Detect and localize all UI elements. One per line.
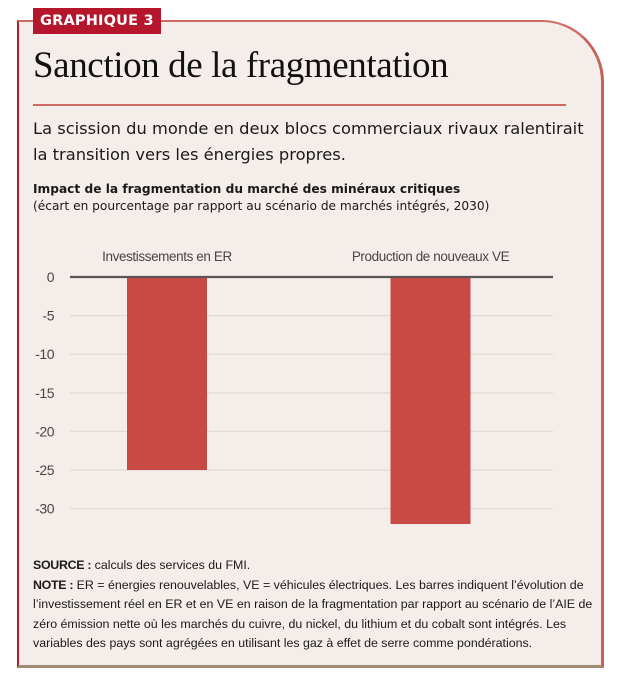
bar-2 — [390, 277, 471, 525]
category-label: Investissements en ER — [102, 249, 232, 264]
chart-number-badge: GRAPHIQUE 3 — [33, 8, 161, 34]
y-tick-label: -20 — [35, 423, 54, 439]
category-label: Production de nouveaux VE — [352, 249, 510, 264]
y-tick-label: -25 — [35, 462, 54, 478]
chart-notes: SOURCE : calculs des services du FMI. NO… — [33, 556, 599, 654]
y-tick-label: -15 — [35, 385, 54, 401]
y-tick-label: -30 — [35, 501, 54, 517]
note-label: NOTE : — [33, 577, 74, 592]
y-tick-label: -10 — [35, 346, 54, 362]
title-divider — [33, 104, 566, 106]
y-tick-label: -5 — [43, 308, 55, 324]
chart-subtitle: (écart en pourcentage par rapport au scé… — [33, 199, 490, 213]
subtitle: La scission du monde en deux blocs comme… — [33, 119, 584, 164]
bar-chart: 0 -5 -10 -15 -20 -25 -30 Investissements en ER P… — [35, 249, 553, 525]
source-note: SOURCE : calculs des services du FMI. — [33, 556, 599, 576]
note: NOTE : ER = énergies renouvelables, VE =… — [33, 576, 599, 654]
page-title: Sanction de la fragmentation — [33, 45, 449, 86]
chart-title: Impact de la fragmentation du marché des… — [33, 182, 461, 196]
source-label: SOURCE : — [33, 558, 92, 572]
note-text: ER = énergies renouvelables, VE = véhicu… — [33, 577, 593, 651]
source-text: calculs des services du FMI. — [91, 558, 251, 572]
y-tick-label: 0 — [47, 269, 55, 285]
chart-frame — [17, 20, 604, 668]
bar-1 — [127, 277, 207, 470]
